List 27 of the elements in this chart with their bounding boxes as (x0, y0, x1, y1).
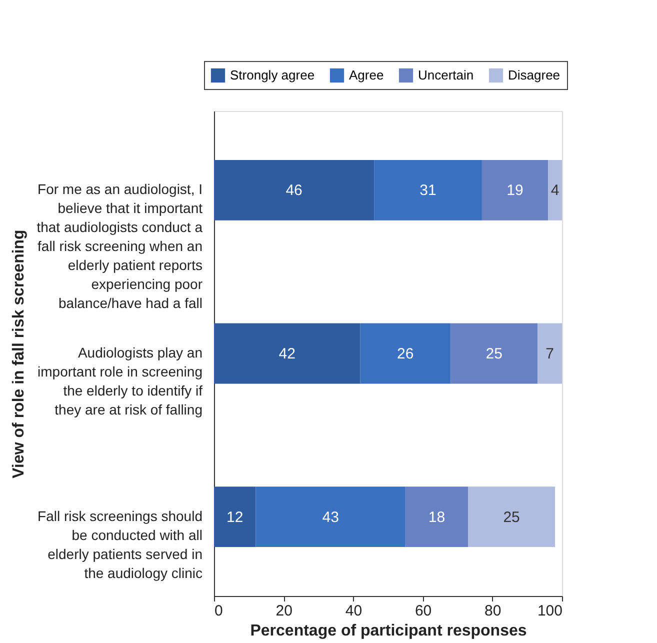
y-tick-label: For me as an audiologist, I believe that it important that audiologists conduct a fall risk screening when an elderly patient reports experiencing poor balance/have had a fall (36, 181, 203, 312)
data-label: 42 (278, 346, 296, 362)
data-label: 4 (550, 182, 560, 200)
x-tick-label: 60 (414, 602, 432, 620)
x-tick-label: 80 (484, 602, 502, 620)
x-tick-label: 100 (537, 602, 562, 620)
data-label: 31 (420, 182, 436, 200)
data-label: 19 (506, 182, 524, 200)
data-label: 43 (322, 508, 339, 526)
data-label: 25 (503, 508, 520, 526)
y-tick-label: Fall risk screenings should be conducted with all elderly patients served in the audiology clinic (38, 508, 202, 581)
data-label: 25 (486, 346, 502, 362)
x-axis-title: Percentage of participant responses (250, 622, 527, 640)
x-tick-label: 20 (276, 602, 292, 620)
legend-label: Disagree (508, 67, 560, 82)
data-label: 12 (226, 508, 244, 526)
y-tick-label: Audiologists play an important role in screening the elderly to identify if they are at risk of falling (38, 344, 203, 418)
data-label: 26 (397, 346, 414, 362)
legend-label: Strongly agree (230, 67, 315, 82)
y-axis-title: View of role in fall risk screening (10, 230, 28, 478)
data-label: 46 (286, 182, 302, 200)
legend-label: Uncertain (418, 67, 474, 82)
x-tick-label: 40 (345, 602, 362, 620)
data-label: 18 (428, 508, 446, 526)
data-label: 7 (546, 346, 554, 362)
x-tick-label: 0 (214, 602, 223, 620)
legend-label: Agree (349, 67, 384, 82)
